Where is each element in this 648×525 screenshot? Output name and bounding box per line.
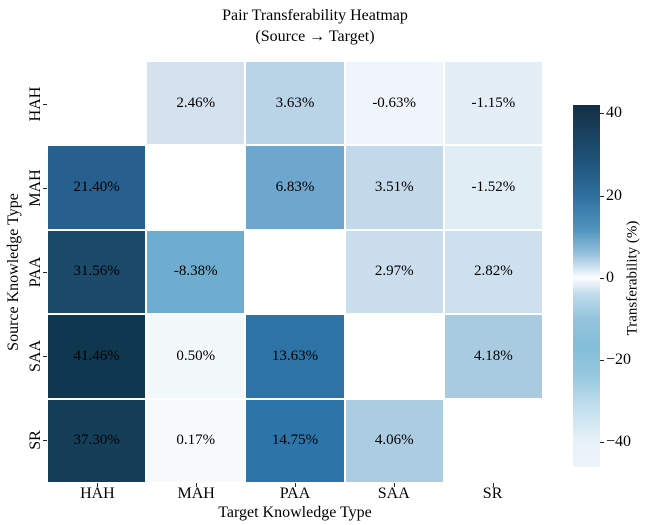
title-block: Pair Transferability Heatmap (Source → T… [90,6,540,48]
y-tick-mark [43,356,47,357]
heatmap-cell: 2.82% [444,230,542,314]
colorbar-tick-label: 0 [606,268,614,286]
chart-subtitle: (Source → Target) [255,27,375,45]
heatmap-cell: 3.63% [246,62,344,145]
y-tick-mark [43,440,47,441]
heatmap-cell [48,62,146,145]
x-tick-mark [295,483,296,487]
colorbar-tick-mark [600,195,604,197]
heatmap-cell [246,230,344,314]
heatmap-cell: 4.18% [444,315,542,398]
x-tick-label: HAH [80,485,115,502]
colorbar [573,105,600,467]
y-tick-mark [43,104,47,105]
x-tick-mark [393,483,395,487]
y-tick-mark [43,272,47,273]
heatmap-cell [345,315,443,398]
x-tick-label: PAA [279,485,311,502]
heatmap-cell: 6.83% [246,146,344,229]
heatmap-cell: 21.40% [48,146,146,229]
colorbar-tick-mark [600,442,604,444]
heatmap-cell: -1.15% [444,62,542,145]
heatmap-cell [444,399,542,482]
heatmap-cell [147,146,245,229]
heatmap-cell: 3.51% [345,146,443,229]
y-tick-mark [43,188,47,189]
heatmap-cell: 0.50% [147,315,245,398]
colorbar-tick-label: −40 [606,433,632,451]
heatmap-cell: -1.52% [444,146,542,229]
x-tick-label: SR [482,485,503,502]
x-tick-mark [492,483,494,487]
x-axis-title: Target Knowledge Type [218,504,372,521]
heatmap-cell: -8.38% [147,230,245,314]
x-tick-mark [97,483,99,487]
x-axis-ticks: HAH MAH PAA SAA SR [48,485,542,505]
heatmap-cell: 2.46% [147,62,245,145]
colorbar-tick-mark [600,360,604,362]
x-tick-mark [196,483,198,487]
heatmap-cell: 31.56% [48,230,146,314]
colorbar-tick-label: 40 [606,104,622,122]
colorbar-tick-label: −20 [606,351,632,369]
heatmap-cell: 13.63% [246,315,344,398]
heatmap-cell: 4.06% [345,399,443,482]
heatmap-cell: 14.75% [246,399,344,482]
colorbar-tick-label: 20 [606,186,622,204]
x-tick-label: MAH [177,485,215,502]
heatmap-grid: 2.46% 3.63% -0.63% -1.15% 21.40% 6.83% 3.51% -1… [48,62,542,482]
heatmap-cell: 37.30% [48,399,146,482]
colorbar-tick-mark [600,113,604,115]
heatmap-cell: 2.97% [345,230,443,314]
heatmap-cell: 41.46% [48,315,146,398]
heatmap-cell: -0.63% [345,62,443,145]
heatmap-cell: 0.17% [147,399,245,482]
x-tick-label: SAA [377,485,410,502]
chart-title: Pair Transferability Heatmap [222,7,408,24]
colorbar-tick-mark [600,277,604,279]
